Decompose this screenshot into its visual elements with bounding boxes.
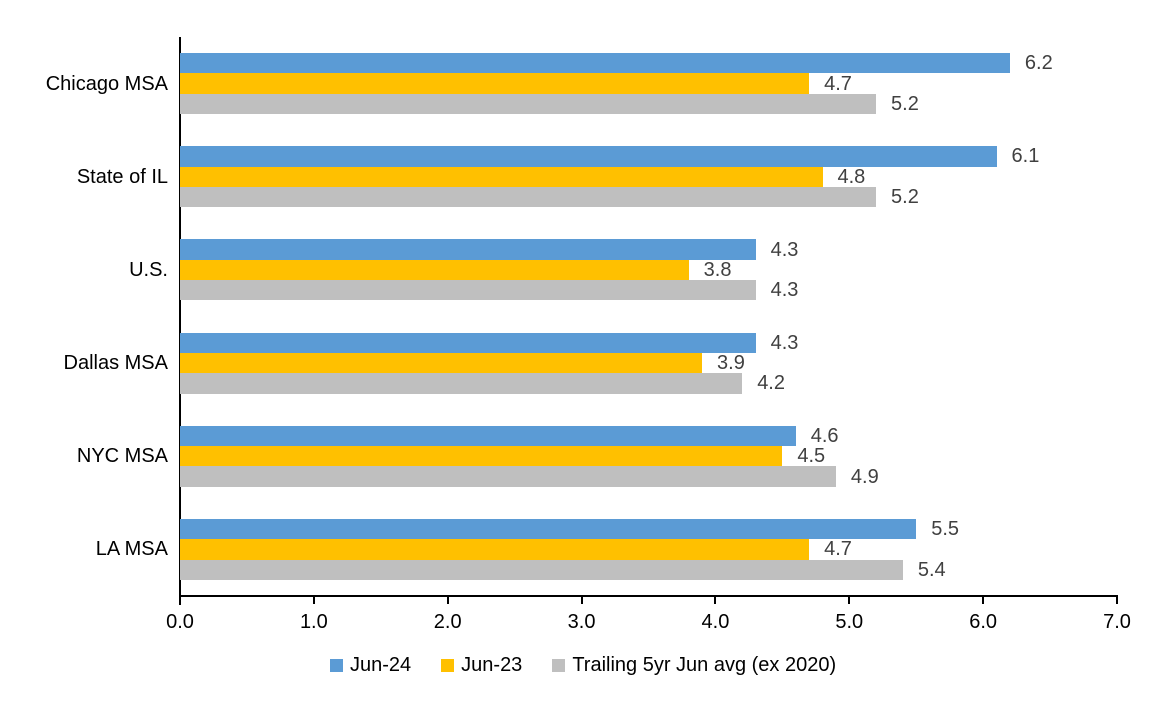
x-axis-tick [312,596,315,604]
legend: Jun-24 Jun-23 Trailing 5yr Jun avg (ex 202… [330,653,836,677]
x-axis-tick-label: 3.0 [567,611,596,633]
bar-value-label: 4.3 [770,331,799,354]
x-axis-tick-label: 0.0 [166,611,194,633]
bar-trailing-5yr-jun-avg-ex-2020- [180,373,743,394]
bar-jun-23 [180,352,703,374]
legend-item: Jun-23 [441,654,522,677]
category-label: U.S. [129,258,168,281]
bar-value-label: 4.8 [837,165,866,188]
bar-jun-23 [180,73,810,94]
bar-value-label: 4.7 [824,72,852,95]
bar-jun-24 [180,518,917,540]
bar-value-label: 6.1 [1011,145,1040,168]
legend-item: Trailing 5yr Jun avg (ex 2020) [552,654,836,677]
legend-label: Jun-23 [461,653,523,676]
x-axis-tick-label: 6.0 [969,611,998,633]
bar-trailing-5yr-jun-avg-ex-2020- [180,186,877,208]
x-axis-tick [714,596,717,604]
x-axis-tick [1116,596,1118,604]
bar-value-label: 4.3 [770,279,799,302]
bar-trailing-5yr-jun-avg-ex-2020- [180,93,877,115]
category-label: Chicago MSA [45,72,168,95]
x-axis-tick-label: 1.0 [299,611,328,633]
legend-swatch-icon [330,658,343,672]
x-axis-tick-label: 5.0 [835,611,864,633]
legend-item: Jun-24 [330,654,411,677]
legend-label: Jun-24 [350,653,412,676]
x-axis-tick [446,596,449,604]
bar-jun-24 [180,332,756,353]
bar-value-label: 4.9 [850,465,879,488]
bar-value-label: 4.2 [757,372,785,395]
category-label: NYC MSA [76,445,168,468]
bar-value-label: 4.3 [770,238,799,261]
x-axis-tick [580,596,583,604]
x-axis-tick [848,596,851,604]
category-label: LA MSA [95,538,168,561]
category-label: State of IL [76,165,168,188]
bar-jun-23 [180,259,689,281]
bar-jun-23 [180,166,823,187]
bar-value-label: 5.4 [917,558,946,581]
category-label: Dallas MSA [63,352,168,375]
legend-swatch-icon [552,658,566,672]
bar-value-label: 5.5 [931,518,960,541]
bar-jun-24 [180,53,1010,74]
x-axis-tick-label: 2.0 [433,611,462,633]
bar-value-label: 4.6 [810,424,839,447]
bar-value-label: 5.2 [891,186,919,209]
x-axis-line [179,595,1118,597]
x-axis-tick-label: 7.0 [1103,611,1131,633]
bar-value-label: 6.2 [1024,52,1053,75]
bar-value-label: 3.9 [717,352,745,375]
legend-swatch-icon [441,658,455,672]
bar-value-label: 3.8 [703,258,732,281]
bar-jun-24 [180,146,997,167]
bar-jun-24 [180,425,796,447]
bar-value-label: 4.5 [797,445,826,468]
x-axis-tick-label: 4.0 [701,611,730,633]
bar-jun-23 [180,539,810,560]
y-axis-line [179,37,181,605]
bar-trailing-5yr-jun-avg-ex-2020- [180,466,836,487]
bar-jun-24 [180,239,756,260]
bar-trailing-5yr-jun-avg-ex-2020- [180,559,903,580]
bar-jun-23 [180,446,783,467]
legend-label: Trailing 5yr Jun avg (ex 2020) [572,653,837,676]
bar-trailing-5yr-jun-avg-ex-2020- [180,280,756,301]
bar-value-label: 5.2 [891,92,919,115]
bar-value-label: 4.7 [824,538,852,561]
x-axis-tick [982,596,985,604]
